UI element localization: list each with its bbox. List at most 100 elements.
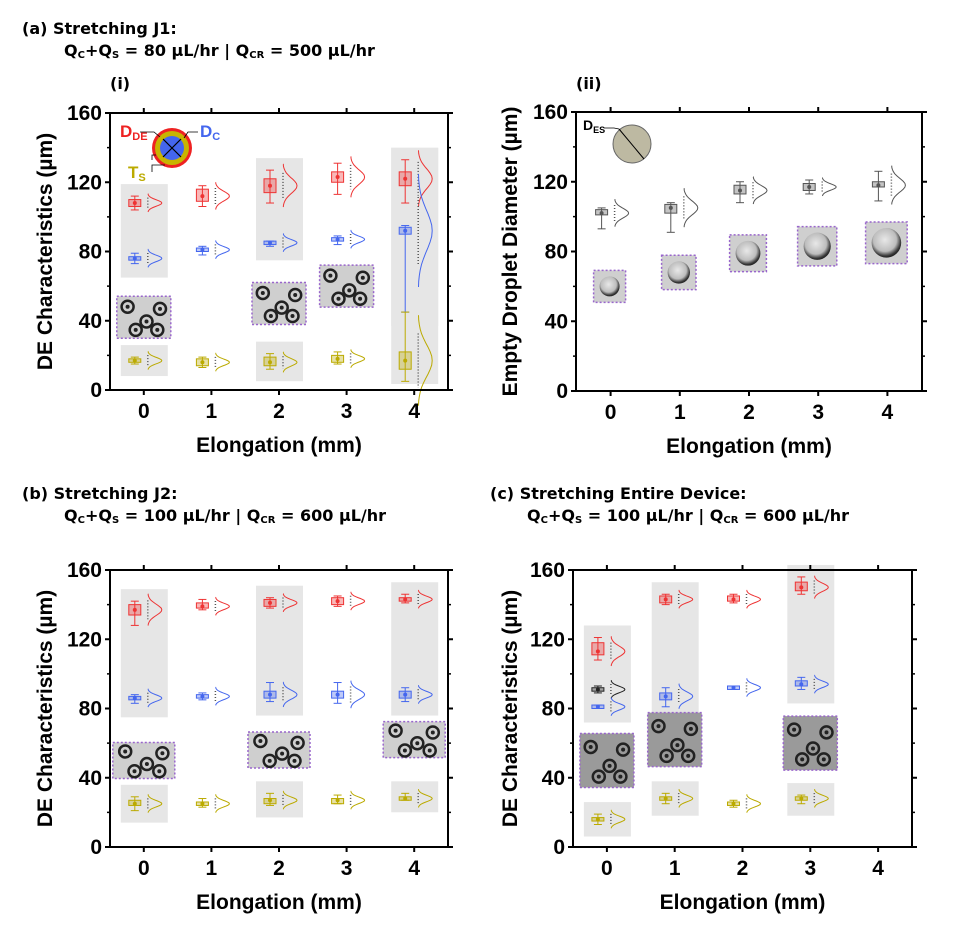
distribution-curve	[418, 589, 433, 609]
median-marker	[799, 796, 804, 801]
panel-b-label: (b)	[22, 484, 49, 503]
droplet-core	[280, 751, 285, 756]
double-emulsion-droplet	[583, 739, 598, 755]
median-marker	[200, 247, 205, 252]
double-emulsion-droplet	[591, 769, 607, 784]
box-plot	[195, 686, 230, 706]
box-plot	[331, 591, 366, 611]
distribution-curve	[678, 683, 694, 709]
droplet-core	[664, 753, 669, 758]
box-plot	[398, 173, 433, 313]
y-tick-label: 160	[533, 101, 568, 124]
y-tick-label: 80	[79, 241, 102, 264]
y-tick-label: 120	[533, 171, 568, 194]
x-tick-label: 3	[804, 857, 816, 880]
x-tick-label: 1	[206, 857, 218, 880]
median-marker	[668, 205, 673, 210]
distribution-curve	[746, 589, 762, 609]
box-plot	[664, 188, 699, 233]
double-emulsion-droplet	[274, 746, 290, 761]
droplet-core	[358, 296, 363, 301]
box-plot	[331, 680, 366, 709]
x-tick-label: 2	[737, 857, 749, 880]
distribution-curve	[147, 593, 163, 626]
box-plot	[263, 681, 298, 708]
chart-a-ii	[595, 165, 906, 233]
median-marker	[268, 240, 272, 245]
distribution-curve	[822, 177, 837, 197]
double-emulsion-droplet	[127, 763, 142, 779]
box-plot	[128, 248, 163, 268]
flow-text: Q	[64, 506, 78, 525]
double-emulsion-droplet	[615, 742, 631, 757]
x-tick-label: 3	[812, 401, 824, 424]
highlight-box	[120, 184, 168, 278]
y-tick-label: 120	[67, 171, 102, 194]
median-marker	[268, 798, 272, 803]
double-emulsion-droplet	[819, 725, 834, 740]
box-plot	[591, 679, 626, 699]
box-plot	[659, 788, 694, 808]
double-emulsion-droplet	[602, 758, 617, 774]
median-marker	[731, 685, 736, 690]
distribution-curve	[350, 680, 366, 709]
x-tick-label: 1	[206, 400, 218, 423]
y-tick-label: 40	[79, 310, 102, 333]
x-tick-label: 4	[408, 400, 420, 423]
median-marker	[799, 682, 804, 687]
droplet-core	[292, 758, 297, 763]
x-tick-label: 2	[273, 400, 285, 423]
highlight-box	[651, 781, 699, 816]
distribution-curve	[814, 788, 829, 808]
legend-ts-label: TS	[128, 163, 146, 184]
highlight-box	[120, 345, 168, 377]
droplet-core	[688, 726, 693, 731]
box-plot	[398, 311, 433, 406]
droplet-core	[260, 290, 265, 295]
box-plot	[727, 794, 762, 813]
distribution-curve	[610, 809, 626, 829]
y-tick-label: 80	[542, 698, 565, 721]
distribution-curve	[282, 163, 298, 208]
droplet-core	[160, 751, 165, 756]
double-emulsion-droplet	[651, 718, 666, 734]
median-marker	[268, 600, 272, 605]
droplet-core	[596, 774, 601, 779]
droplet-core	[821, 757, 826, 762]
double-emulsion-droplet	[263, 308, 279, 324]
distribution-curve	[814, 674, 829, 694]
median-marker	[738, 188, 742, 193]
flow-text: = 600 µL/hr	[738, 506, 850, 525]
box-plot	[794, 788, 829, 808]
distribution-curve	[282, 681, 298, 708]
median-marker	[268, 360, 272, 365]
x-tick-label: 1	[669, 857, 681, 880]
flow-text: = 600 µL/hr	[275, 506, 387, 525]
droplet-core	[279, 305, 284, 310]
distribution-curve	[678, 788, 694, 808]
distribution-curve	[350, 229, 366, 249]
y-tick-label: 40	[545, 310, 568, 333]
droplet-core	[293, 293, 298, 298]
median-marker	[200, 694, 205, 699]
empty-droplet-image	[871, 227, 902, 258]
distribution-curve	[147, 351, 163, 370]
y-tick-label: 160	[530, 559, 565, 582]
marks-layer	[128, 150, 906, 829]
median-marker	[132, 696, 137, 701]
droplet-micrograph	[247, 731, 311, 769]
distribution-curve	[752, 176, 768, 205]
flow-sub: CR	[260, 515, 276, 526]
double-emulsion-droplet	[139, 314, 154, 329]
distribution-curve	[350, 156, 366, 198]
distribution-curve	[215, 240, 230, 259]
double-emulsion-droplet	[262, 753, 277, 769]
box-plot	[128, 794, 163, 813]
x-tick-label: 2	[743, 401, 755, 424]
droplet-micrograph	[579, 732, 635, 789]
x-tick-label: 4	[882, 401, 894, 424]
distribution-curve	[678, 589, 694, 609]
distribution-curve	[350, 790, 366, 810]
median-marker	[731, 597, 736, 602]
droplet-micrograph	[592, 269, 627, 304]
